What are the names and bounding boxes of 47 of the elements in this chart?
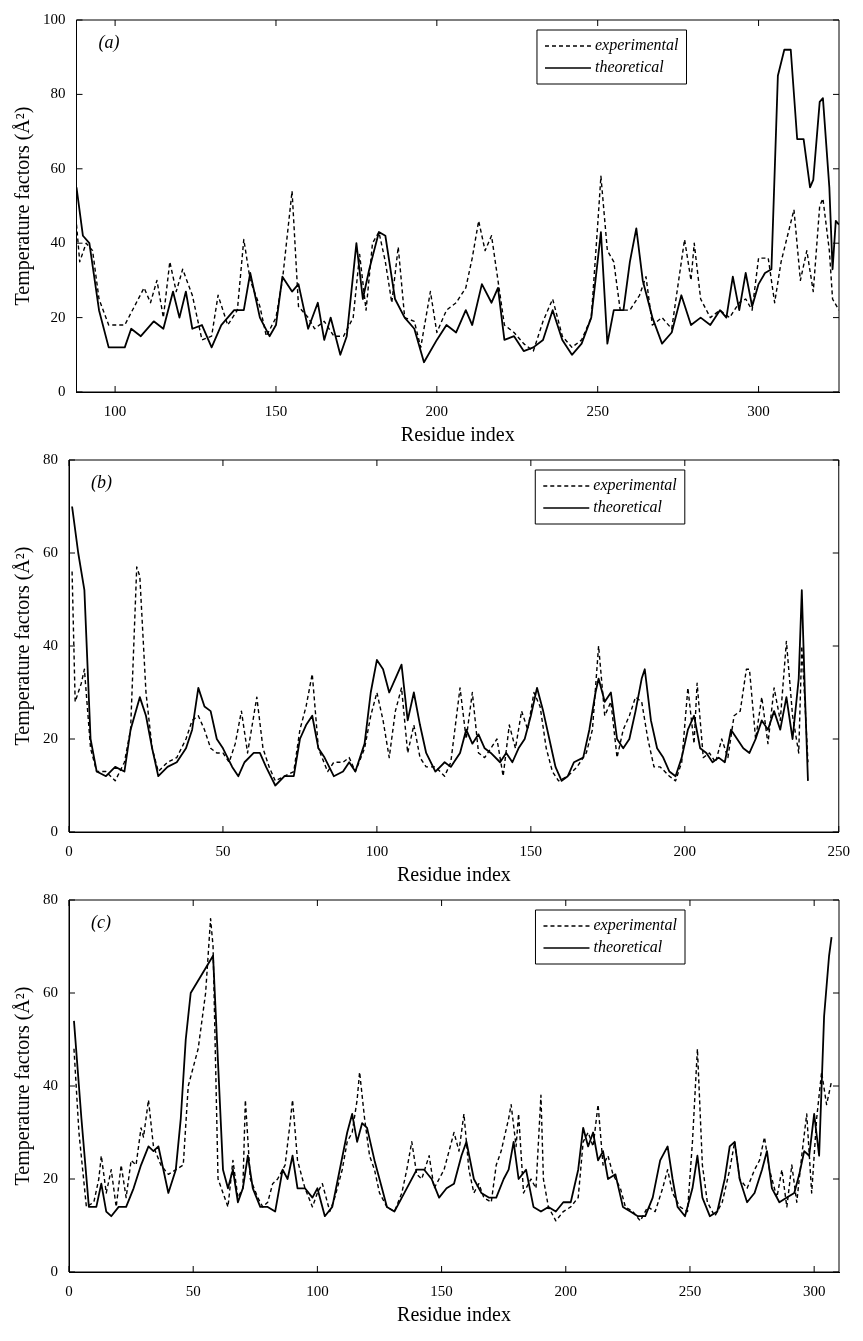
annotation: (c) — [91, 911, 111, 933]
x-tick-label: 200 — [554, 1282, 578, 1299]
y-tick-label: 40 — [43, 1076, 58, 1093]
y-tick-label: 20 — [43, 729, 58, 746]
x-tick-label: 150 — [430, 1282, 453, 1299]
x-axis-title: Residue index — [400, 423, 515, 446]
x-tick-label: 300 — [802, 1282, 826, 1299]
y-tick-label: 40 — [50, 234, 66, 251]
y-tick-label: 20 — [50, 308, 66, 325]
x-tick-label: 200 — [425, 402, 449, 419]
x-tick-label: 250 — [586, 402, 609, 419]
y-tick-label: 60 — [43, 983, 58, 1000]
y-tick-label: 80 — [43, 450, 58, 467]
y-tick-label: 20 — [43, 1169, 58, 1186]
legend-label: experimental — [593, 476, 678, 495]
legend-label: theoretical — [594, 58, 665, 76]
y-tick-label: 0 — [50, 822, 58, 839]
x-tick-label: 50 — [185, 1282, 201, 1299]
x-tick-label: 100 — [103, 402, 127, 419]
y-axis-title: Temperature factors (Å²) — [11, 106, 35, 306]
y-tick-label: 80 — [50, 85, 66, 102]
legend-label: theoretical — [593, 938, 663, 956]
legend-label: experimental — [593, 916, 678, 935]
y-tick-label: 100 — [43, 10, 66, 27]
annotation: (b) — [91, 471, 112, 493]
x-tick-label: 300 — [747, 402, 770, 419]
y-tick-label: 40 — [43, 636, 58, 653]
x-axis-title: Residue index — [396, 863, 511, 886]
annotation: (a) — [98, 31, 120, 53]
x-axis-title: Residue index — [397, 1303, 511, 1326]
x-tick-label: 150 — [519, 842, 543, 859]
x-tick-label: 100 — [306, 1282, 329, 1299]
y-tick-label: 0 — [50, 1262, 58, 1279]
y-tick-label: 80 — [43, 890, 58, 907]
legend-label: theoretical — [593, 498, 663, 516]
y-axis-title: Temperature factors (Å²) — [11, 546, 35, 746]
y-tick-label: 60 — [50, 159, 66, 176]
x-tick-label: 150 — [264, 402, 288, 419]
legend-label: experimental — [594, 36, 680, 55]
x-tick-label: 250 — [827, 842, 850, 859]
y-tick-label: 60 — [43, 543, 58, 560]
x-tick-label: 50 — [215, 842, 231, 859]
x-tick-label: 200 — [673, 842, 697, 859]
y-axis-title: Temperature factors (Å²) — [11, 986, 35, 1186]
x-tick-label: 100 — [365, 842, 389, 859]
y-tick-label: 0 — [58, 382, 66, 399]
x-tick-label: 250 — [678, 1282, 702, 1299]
